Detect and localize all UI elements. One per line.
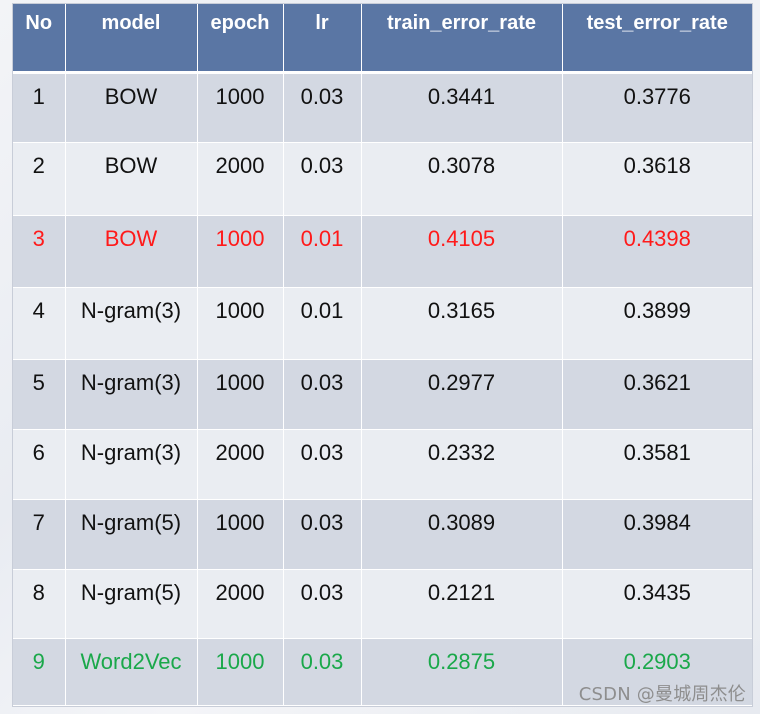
cell-epoch: 2000 xyxy=(197,429,284,500)
cell-train-error-rate: 0.3441 xyxy=(361,72,563,143)
cell-test-error-rate: 0.2903 xyxy=(562,638,752,706)
table-row: 6 N-gram(3) 2000 0.03 0.2332 0.3581 xyxy=(13,429,752,500)
cell-model: N-gram(3) xyxy=(65,287,198,360)
cell-lr: 0.03 xyxy=(283,72,362,143)
cell-epoch: 1000 xyxy=(197,215,284,288)
cell-model: N-gram(3) xyxy=(65,359,198,430)
cell-no: 2 xyxy=(13,142,66,216)
cell-model: BOW xyxy=(65,72,198,143)
cell-model: BOW xyxy=(65,142,198,216)
cell-model: N-gram(3) xyxy=(65,429,198,500)
cell-train-error-rate: 0.3165 xyxy=(361,287,563,360)
cell-epoch: 1000 xyxy=(197,499,284,570)
cell-no: 4 xyxy=(13,287,66,360)
cell-epoch: 2000 xyxy=(197,569,284,639)
csdn-watermark: CSDN @曼城周杰伦 xyxy=(578,684,746,705)
results-table: No model epoch lr train_error_rate test_… xyxy=(13,4,752,706)
table-row: 1 BOW 1000 0.03 0.3441 0.3776 xyxy=(13,72,752,143)
cell-test-error-rate: 0.3776 xyxy=(562,72,752,143)
cell-no: 6 xyxy=(13,429,66,500)
cell-train-error-rate: 0.4105 xyxy=(361,215,563,288)
cell-model: BOW xyxy=(65,215,198,288)
cell-test-error-rate: 0.3618 xyxy=(562,142,752,216)
cell-epoch: 1000 xyxy=(197,287,284,360)
table-row: 2 BOW 2000 0.03 0.3078 0.3618 xyxy=(13,142,752,216)
cell-train-error-rate: 0.2332 xyxy=(361,429,563,500)
cell-test-error-rate: 0.3621 xyxy=(562,359,752,430)
cell-train-error-rate: 0.3078 xyxy=(361,142,563,216)
cell-epoch: 1000 xyxy=(197,638,284,706)
cell-lr: 0.03 xyxy=(283,569,362,639)
cell-train-error-rate: 0.2977 xyxy=(361,359,563,430)
cell-epoch: 2000 xyxy=(197,142,284,216)
cell-no: 1 xyxy=(13,72,66,143)
cell-no: 7 xyxy=(13,499,66,570)
cell-no: 9 xyxy=(13,638,66,706)
table-row: 3 BOW 1000 0.01 0.4105 0.4398 xyxy=(13,215,752,288)
cell-no: 3 xyxy=(13,215,66,288)
table-row: 9 Word2Vec 1000 0.03 0.2875 0.2903 xyxy=(13,638,752,706)
column-header-model: model xyxy=(65,4,198,74)
column-header-train-error-rate: train_error_rate xyxy=(361,4,563,74)
table-row: 4 N-gram(3) 1000 0.01 0.3165 0.3899 xyxy=(13,287,752,360)
cell-test-error-rate: 0.3984 xyxy=(562,499,752,570)
cell-epoch: 1000 xyxy=(197,72,284,143)
table-row: 7 N-gram(5) 1000 0.03 0.3089 0.3984 xyxy=(13,499,752,570)
cell-lr: 0.03 xyxy=(283,638,362,706)
cell-train-error-rate: 0.2875 xyxy=(361,638,563,706)
table-row: 5 N-gram(3) 1000 0.03 0.2977 0.3621 xyxy=(13,359,752,430)
cell-test-error-rate: 0.3899 xyxy=(562,287,752,360)
column-header-epoch: epoch xyxy=(197,4,284,74)
cell-no: 5 xyxy=(13,359,66,430)
cell-test-error-rate: 0.3581 xyxy=(562,429,752,500)
cell-test-error-rate: 0.3435 xyxy=(562,569,752,639)
table-header-row: No model epoch lr train_error_rate test_… xyxy=(13,4,752,74)
cell-lr: 0.03 xyxy=(283,429,362,500)
table-row: 8 N-gram(5) 2000 0.03 0.2121 0.3435 xyxy=(13,569,752,639)
cell-lr: 0.03 xyxy=(283,359,362,430)
column-header-no: No xyxy=(13,4,66,74)
cell-lr: 0.03 xyxy=(283,499,362,570)
cell-model: N-gram(5) xyxy=(65,569,198,639)
cell-lr: 0.01 xyxy=(283,287,362,360)
cell-epoch: 1000 xyxy=(197,359,284,430)
cell-lr: 0.03 xyxy=(283,142,362,216)
cell-lr: 0.01 xyxy=(283,215,362,288)
cell-no: 8 xyxy=(13,569,66,639)
cell-model: Word2Vec xyxy=(65,638,198,706)
cell-test-error-rate: 0.4398 xyxy=(562,215,752,288)
column-header-test-error-rate: test_error_rate xyxy=(562,4,752,74)
cell-train-error-rate: 0.2121 xyxy=(361,569,563,639)
results-table-container: No model epoch lr train_error_rate test_… xyxy=(12,3,753,707)
column-header-lr: lr xyxy=(283,4,362,74)
cell-model: N-gram(5) xyxy=(65,499,198,570)
cell-train-error-rate: 0.3089 xyxy=(361,499,563,570)
